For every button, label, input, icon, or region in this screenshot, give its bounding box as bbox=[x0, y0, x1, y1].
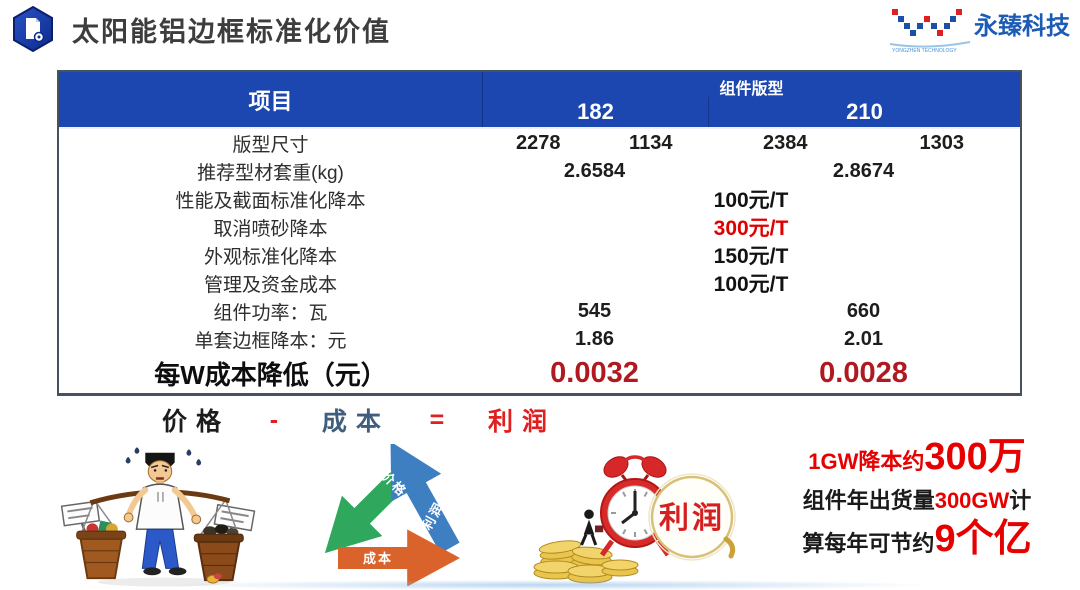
table-row-appearance-saving: 外观标准化降本 150元/T bbox=[59, 241, 1020, 269]
magnifier-profit-badge: 利润 bbox=[648, 473, 736, 561]
bottom-highlight-band bbox=[170, 580, 930, 590]
cell-span-value: 150元/T bbox=[713, 245, 789, 268]
left-basket bbox=[76, 520, 127, 580]
impact-line2-suffix: 计 bbox=[1009, 487, 1032, 513]
document-hexagon-icon bbox=[13, 5, 53, 53]
cell-210-power: 660 bbox=[846, 299, 881, 322]
cell-span-value: 100元/T bbox=[713, 273, 789, 296]
table-row-dimensions: 版型尺寸 2278 1134 2384 1303 bbox=[59, 129, 1020, 157]
burden-man-illustration bbox=[60, 447, 256, 587]
standardization-value-table: 项目 组件版型 182 210 版型尺寸 2278 1134 2384 1303… bbox=[57, 70, 1022, 396]
profit-formula: 价格 - 成本 = 利润 bbox=[158, 402, 556, 438]
row-label: 推荐型材套重(kg) bbox=[197, 162, 344, 184]
profit-badge-label: 利润 bbox=[659, 501, 725, 535]
row-label: 版型尺寸 bbox=[232, 134, 309, 156]
impact-line3-value: 9个亿 bbox=[934, 517, 1032, 560]
cell-182-frame-saving: 1.86 bbox=[575, 327, 614, 350]
cell-210-weight: 2.8674 bbox=[832, 159, 895, 182]
page-title: 太阳能铝边框标准化价值 bbox=[72, 17, 391, 47]
formula-cost: 成本 bbox=[321, 408, 390, 436]
impact-line1-value: 300万 bbox=[924, 436, 1026, 478]
right-sign bbox=[213, 503, 256, 543]
table-row-sandblast-saving: 取消喷砂降本 300元/T bbox=[59, 213, 1020, 241]
yongzhen-logo: YONGZHEN TECHNOLOGY 永臻科技 bbox=[889, 9, 1071, 54]
cell-210-frame-saving: 2.01 bbox=[844, 327, 883, 350]
row-label: 单套边框降本：元 bbox=[194, 330, 347, 352]
column-header-210: 210 bbox=[846, 99, 883, 124]
cell-span-value: 100元/T bbox=[713, 189, 789, 212]
cell-210-height: 1303 bbox=[919, 131, 965, 154]
table-row-module-power: 组件功率：瓦 545 660 bbox=[59, 297, 1020, 325]
impact-line-3: 算每年可节约 9个亿 bbox=[802, 517, 1032, 560]
impact-line1-prefix: 1GW降本约 bbox=[808, 449, 925, 474]
impact-line2-value: 300GW bbox=[934, 487, 1010, 513]
logo-zigzag-mark bbox=[889, 9, 971, 48]
recycle-arrows-illustration: 价格 利润 成本 bbox=[324, 444, 460, 586]
cell-182-cost-per-watt: 0.0032 bbox=[550, 356, 639, 389]
table-row-cost-per-watt: 每W成本降低（元） 0.0032 0.0028 bbox=[59, 353, 1020, 393]
cell-182-power: 545 bbox=[577, 299, 612, 322]
column-header-module-type: 组件版型 bbox=[719, 81, 784, 98]
table-header-row: 项目 组件版型 182 210 bbox=[59, 72, 1020, 129]
sweat-drops bbox=[125, 447, 202, 466]
impact-summary: 1GW降本约 300万 组件年出货量 300GW 计 算每年可节约 9个亿 bbox=[778, 436, 1056, 560]
cell-span-value-red: 300元/T bbox=[713, 217, 789, 240]
row-label: 性能及截面标准化降本 bbox=[175, 190, 366, 212]
cell-182-weight: 2.6584 bbox=[563, 159, 626, 182]
row-label-highlight: 每W成本降低（元） bbox=[154, 359, 387, 390]
right-basket bbox=[193, 524, 244, 582]
column-header-182: 182 bbox=[483, 97, 709, 127]
impact-line-1: 1GW降本约 300万 bbox=[808, 436, 1026, 478]
table-row-management-cost: 管理及资金成本 100元/T bbox=[59, 269, 1020, 297]
profit-clock-illustration: 利润 bbox=[533, 455, 736, 584]
cell-182-height: 1134 bbox=[629, 131, 673, 154]
businessman-silhouette bbox=[580, 509, 604, 546]
formula-minus: - bbox=[269, 405, 279, 434]
formula-equals: = bbox=[429, 405, 445, 434]
row-label: 外观标准化降本 bbox=[203, 246, 337, 268]
cell-182-width: 2278 bbox=[516, 131, 561, 154]
table-row-weight: 推荐型材套重(kg) 2.6584 2.8674 bbox=[59, 157, 1020, 185]
impact-line3-prefix: 算每年可节约 bbox=[802, 530, 935, 556]
orange-arrow-label: 成本 bbox=[363, 551, 393, 566]
cell-210-cost-per-watt: 0.0028 bbox=[819, 356, 908, 389]
row-label: 取消喷砂降本 bbox=[213, 218, 328, 240]
logo-subtext: YONGZHEN TECHNOLOGY bbox=[892, 48, 957, 54]
logo-name: 永臻科技 bbox=[974, 13, 1071, 40]
formula-profit: 利润 bbox=[487, 408, 556, 436]
man-figure bbox=[123, 447, 202, 576]
table-row-frame-saving: 单套边框降本：元 1.86 2.01 bbox=[59, 325, 1020, 353]
impact-line-2: 组件年出货量 300GW 计 bbox=[803, 483, 1032, 515]
impact-line2-prefix: 组件年出货量 bbox=[802, 487, 935, 513]
row-label: 管理及资金成本 bbox=[203, 274, 337, 296]
gold-coins bbox=[533, 540, 639, 584]
formula-price: 价格 bbox=[162, 408, 231, 436]
table-row-section-saving: 性能及截面标准化降本 100元/T bbox=[59, 185, 1020, 213]
column-header-item: 项目 bbox=[59, 72, 483, 127]
row-label: 组件功率：瓦 bbox=[213, 302, 328, 324]
column-header-group-wrap: 组件版型 182 210 bbox=[483, 72, 1020, 127]
cell-210-width: 2384 bbox=[763, 131, 808, 154]
